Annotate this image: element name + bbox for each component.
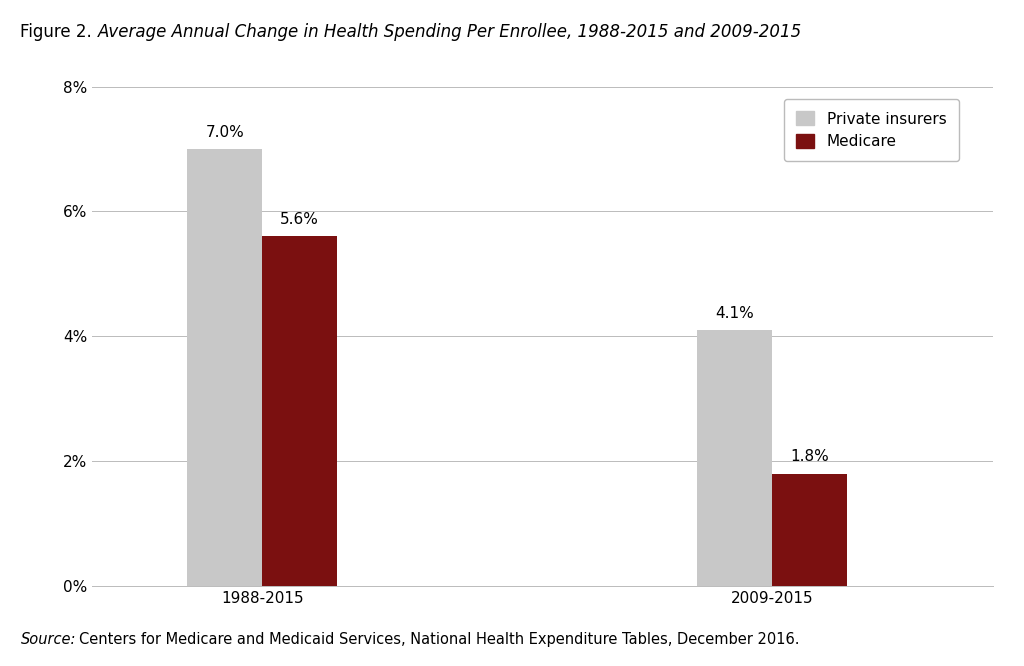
Text: Source:: Source:	[20, 632, 76, 647]
Text: 5.6%: 5.6%	[281, 212, 319, 227]
Text: 7.0%: 7.0%	[206, 125, 244, 140]
Bar	[187, 149, 262, 586]
Text: Average Annual Change in Health Spending Per Enrollee, 1988-2015 and 2009-2015: Average Annual Change in Health Spending…	[97, 23, 802, 41]
Bar	[262, 236, 337, 586]
Text: 4.1%: 4.1%	[716, 306, 755, 321]
Bar	[772, 474, 847, 586]
Bar	[697, 330, 772, 586]
Legend: Private insurers, Medicare: Private insurers, Medicare	[783, 99, 958, 161]
Text: Figure 2.: Figure 2.	[20, 23, 97, 41]
Text: 1.8%: 1.8%	[791, 450, 829, 464]
Text: Centers for Medicare and Medicaid Services, National Health Expenditure Tables, : Centers for Medicare and Medicaid Servic…	[79, 632, 800, 647]
